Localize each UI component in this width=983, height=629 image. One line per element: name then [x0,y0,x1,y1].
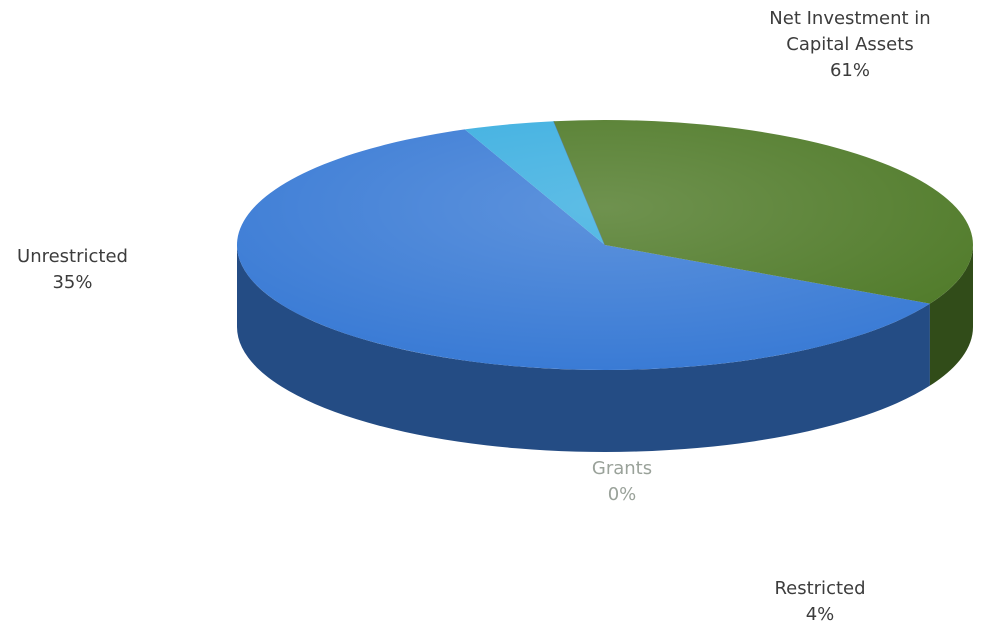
pie-top-faces [237,119,974,371]
slice-value-grants: 0% [607,484,637,505]
slice-label-unrestricted: Unrestricted 35% [0,244,145,296]
slice-value-net-investment: 61% [829,60,870,81]
pie-side-net-investment-in-capital-assets [237,245,930,453]
slice-label-net-investment: Net Investment in Capital Assets 61% [730,6,970,84]
slice-value-unrestricted: 35% [52,272,93,293]
slice-label-restricted-text: Restricted [774,578,866,599]
slice-label-net-investment-line2: Capital Assets [786,34,914,55]
slice-label-grants: Grants 0% [552,456,692,508]
pie-side-unrestricted [929,245,973,386]
slice-label-restricted: Restricted 4% [720,576,920,628]
slice-label-net-investment-line1: Net Investment in [769,8,931,29]
pie-side-walls [237,245,973,453]
pie-top-highlight [237,120,973,370]
slice-label-unrestricted-text: Unrestricted [17,246,128,267]
slice-label-grants-text: Grants [591,458,653,479]
slice-value-restricted: 4% [805,604,835,625]
